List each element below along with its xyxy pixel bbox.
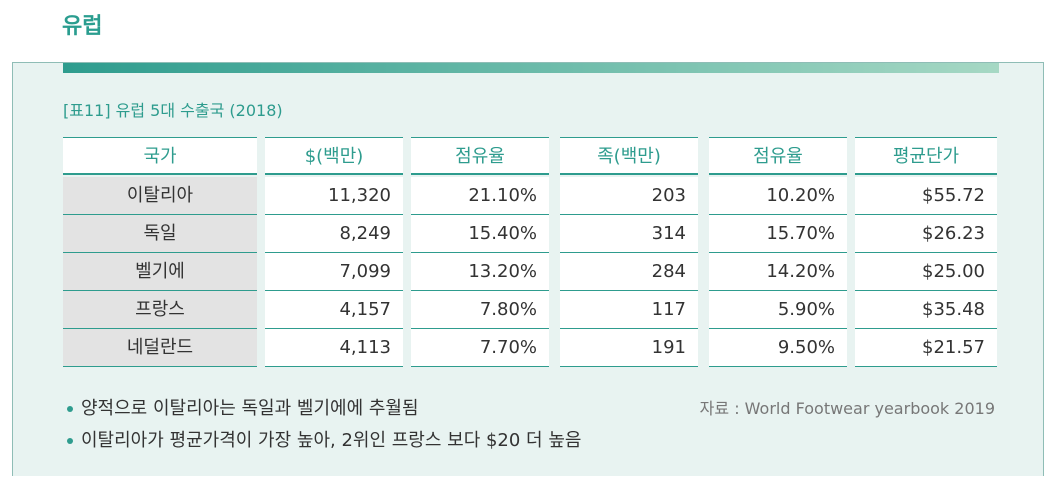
table-cell-avg-price: $26.23 <box>855 215 997 253</box>
table-cell-avg-price: $21.57 <box>855 329 997 367</box>
table-cell-usd: 4,113 <box>265 329 403 367</box>
notes-list: 양적으로 이탈리아는 독일과 벨기에에 추월됨 이탈리아가 평균가격이 가장 높… <box>67 393 581 457</box>
header-avg-price: 평균단가 <box>855 137 997 175</box>
table-row-country: 벨기에 <box>63 253 257 291</box>
table-cell-pairs: 203 <box>560 177 698 215</box>
header-pairs: 족(백만) <box>560 137 698 175</box>
header-country: 국가 <box>63 137 257 175</box>
header-usd: $(백만) <box>265 137 403 175</box>
table-row-country: 이탈리아 <box>63 177 257 215</box>
table-caption: [표11] 유럽 5대 수출국 (2018) <box>63 101 283 120</box>
note-item: 양적으로 이탈리아는 독일과 벨기에에 추월됨 <box>67 393 581 425</box>
table-cell-pairs: 284 <box>560 253 698 291</box>
note-text: 양적으로 이탈리아는 독일과 벨기에에 추월됨 <box>81 398 419 419</box>
table-cell-usd: 4,157 <box>265 291 403 329</box>
table-cell-usd-share: 15.40% <box>411 215 549 253</box>
note-text: 이탈리아가 평균가격이 가장 높아, 2위인 프랑스 보다 $20 더 높음 <box>81 430 582 451</box>
bullet-dot-icon <box>67 406 73 412</box>
table-cell-pairs-share: 9.50% <box>709 329 847 367</box>
bullet-dot-icon <box>67 438 73 444</box>
header-pairs-share: 점유율 <box>709 137 847 175</box>
table-cell-usd: 7,099 <box>265 253 403 291</box>
table-cell-avg-price: $35.48 <box>855 291 997 329</box>
note-item: 이탈리아가 평균가격이 가장 높아, 2위인 프랑스 보다 $20 더 높음 <box>67 425 581 457</box>
content-panel: [표11] 유럽 5대 수출국 (2018) 국가 $(백만) 점유율 족(백만… <box>12 62 1044 476</box>
table-cell-usd: 8,249 <box>265 215 403 253</box>
table-row-country: 프랑스 <box>63 291 257 329</box>
section-title: 유럽 <box>62 14 103 39</box>
table-cell-pairs-share: 10.20% <box>709 177 847 215</box>
table-cell-pairs-share: 5.90% <box>709 291 847 329</box>
table-cell-usd-share: 21.10% <box>411 177 549 215</box>
panel-accent-bar <box>63 63 999 73</box>
table-cell-pairs: 191 <box>560 329 698 367</box>
table-cell-pairs-share: 15.70% <box>709 215 847 253</box>
table-cell-pairs: 117 <box>560 291 698 329</box>
table-cell-pairs: 314 <box>560 215 698 253</box>
table-cell-avg-price: $55.72 <box>855 177 997 215</box>
table-cell-usd-share: 7.80% <box>411 291 549 329</box>
table-cell-usd-share: 13.20% <box>411 253 549 291</box>
table-row-country: 네덜란드 <box>63 329 257 367</box>
table-row-country: 독일 <box>63 215 257 253</box>
source-citation: 자료 : World Footwear yearbook 2019 <box>699 399 995 418</box>
table-cell-avg-price: $25.00 <box>855 253 997 291</box>
table-cell-usd: 11,320 <box>265 177 403 215</box>
table-cell-usd-share: 7.70% <box>411 329 549 367</box>
table-cell-pairs-share: 14.20% <box>709 253 847 291</box>
header-usd-share: 점유율 <box>411 137 549 175</box>
